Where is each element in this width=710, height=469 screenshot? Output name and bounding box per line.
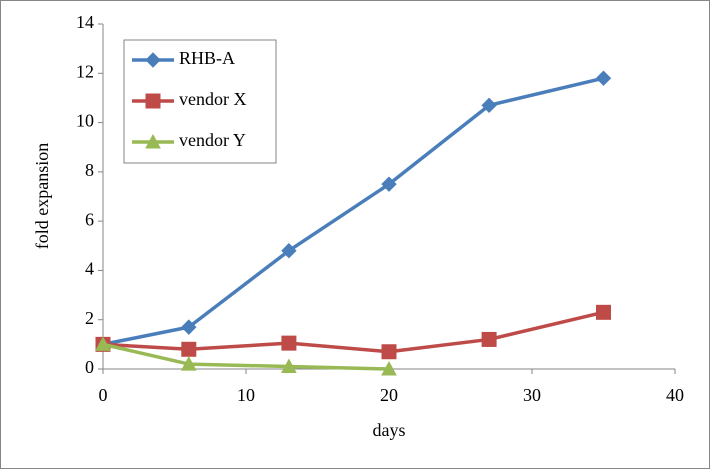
x-tick-label: 40 [666, 385, 684, 405]
x-tick-label: 30 [523, 385, 541, 405]
y-axis-label: fold expansion [32, 143, 52, 249]
marker [181, 341, 197, 357]
x-tick-label: 20 [380, 385, 398, 405]
marker [95, 336, 111, 351]
series-line [102, 310, 604, 354]
x-tick-label: 10 [237, 385, 255, 405]
x-axis-label: days [373, 420, 406, 440]
y-tick-label: 14 [76, 12, 94, 32]
series-line [102, 342, 390, 371]
marker [481, 97, 497, 114]
y-tick-label: 2 [85, 308, 94, 328]
y-tick-label: 6 [85, 209, 94, 229]
legend-label: vendor X [179, 89, 246, 109]
marker [596, 304, 611, 320]
marker [595, 70, 612, 86]
y-tick-label: 10 [76, 111, 94, 131]
marker [481, 331, 497, 347]
series-line [102, 76, 604, 347]
marker [381, 176, 397, 192]
marker [281, 335, 297, 351]
legend-marker [145, 133, 161, 149]
marker [180, 356, 197, 371]
marker [381, 344, 397, 360]
x-tick-label: 0 [99, 385, 108, 405]
legend-label: RHB-A [179, 48, 235, 68]
legend-marker [145, 52, 161, 68]
legend-label: vendor Y [179, 130, 246, 150]
marker [281, 243, 297, 259]
y-tick-label: 12 [76, 61, 94, 81]
marker [181, 319, 197, 335]
marker [381, 360, 397, 376]
legend-marker [145, 93, 161, 109]
y-tick-label: 8 [85, 160, 94, 180]
y-tick-label: 4 [85, 259, 94, 279]
y-tick-label: 0 [85, 357, 94, 377]
marker [281, 358, 297, 374]
